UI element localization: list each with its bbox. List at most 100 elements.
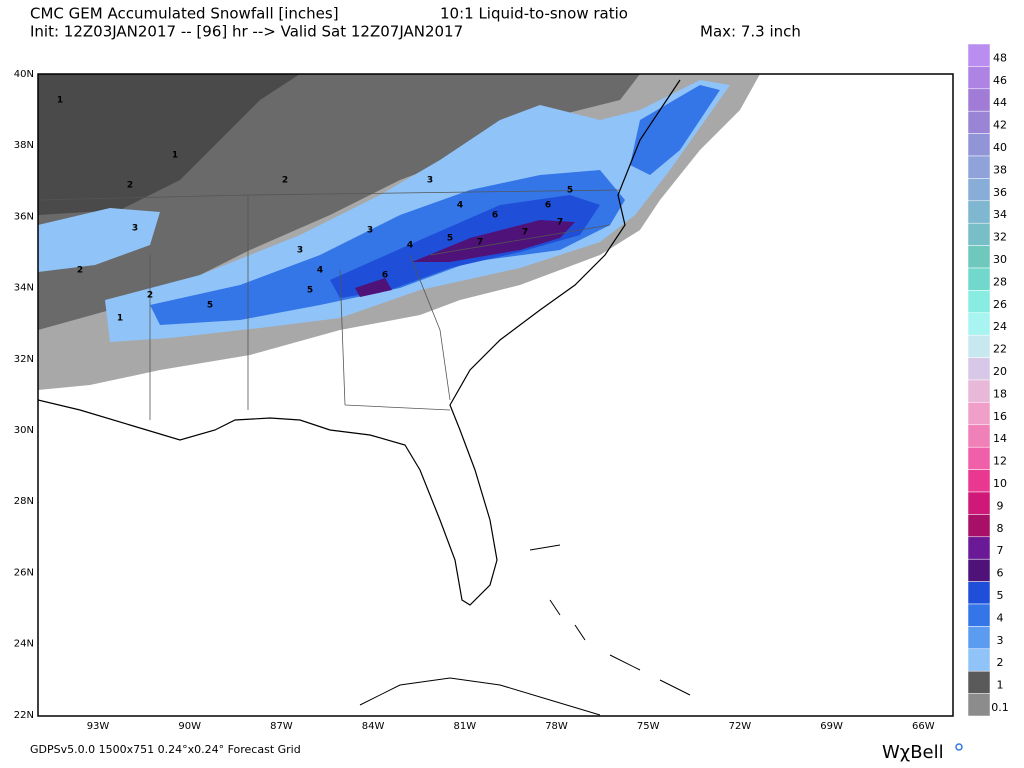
lon-label: 72W bbox=[729, 721, 752, 732]
colorbar-label: 3 bbox=[997, 634, 1004, 647]
lon-label: 81W bbox=[453, 721, 476, 732]
colorbar-cell bbox=[967, 357, 991, 381]
colorbar-label: 40 bbox=[993, 141, 1007, 154]
colorbar-label: 18 bbox=[993, 387, 1007, 400]
colorbar-cell bbox=[967, 491, 991, 515]
colorbar-label: 26 bbox=[993, 298, 1007, 311]
contour-label: 4 bbox=[457, 201, 463, 211]
colorbar-cell bbox=[967, 155, 991, 179]
colorbar-cell bbox=[967, 446, 991, 470]
snow-purple-2 bbox=[355, 278, 392, 297]
colorbar-label: 2 bbox=[997, 656, 1004, 669]
colorbar-cell bbox=[967, 626, 991, 650]
colorbar-label: 30 bbox=[993, 253, 1007, 266]
colorbar-cell bbox=[967, 88, 991, 112]
colorbar-cell bbox=[967, 222, 991, 246]
contour-label: 5 bbox=[307, 286, 313, 296]
contour-label: 4 bbox=[407, 241, 413, 251]
colorbar-cell bbox=[967, 379, 991, 403]
contour-label: 2 bbox=[127, 181, 133, 191]
contour-label: 6 bbox=[382, 271, 388, 281]
colorbar-cell bbox=[967, 267, 991, 291]
logo: WχBell bbox=[882, 742, 944, 763]
colorbar-label: 5 bbox=[997, 589, 1004, 602]
contour-label: 5 bbox=[447, 234, 453, 244]
lon-label: 69W bbox=[820, 721, 843, 732]
colorbar-cell bbox=[967, 200, 991, 224]
colorbar-cell bbox=[967, 110, 991, 134]
contour-label: 5 bbox=[207, 301, 213, 311]
snow-light-blue-west bbox=[38, 208, 160, 272]
colorbar-cell bbox=[967, 469, 991, 493]
snow-blue-ne bbox=[630, 85, 720, 175]
colorbar-label: 28 bbox=[993, 275, 1007, 288]
colorbar-label: 1 bbox=[997, 679, 1004, 692]
contour-label: 3 bbox=[297, 246, 303, 256]
lon-label: 93W bbox=[87, 721, 110, 732]
colorbar-cell bbox=[967, 558, 991, 582]
init: Init: 12Z03JAN2017 -- [96] hr --> Valid … bbox=[30, 23, 463, 41]
max: Max: 7.3 inch bbox=[700, 23, 801, 41]
colorbar-label: 0.1 bbox=[991, 701, 1009, 714]
lat-label: 28N bbox=[14, 496, 34, 507]
contour-label: 6 bbox=[545, 201, 551, 211]
contour-label: 3 bbox=[427, 176, 433, 186]
colorbar-cell bbox=[967, 312, 991, 336]
colorbar-cell bbox=[967, 603, 991, 627]
lon-label: 90W bbox=[178, 721, 201, 732]
colorbar-cell bbox=[967, 178, 991, 202]
colorbar-cell bbox=[967, 424, 991, 448]
lon-label: 75W bbox=[637, 721, 660, 732]
states bbox=[38, 189, 621, 420]
colorbar-label: 14 bbox=[993, 432, 1007, 445]
lat-label: 22N bbox=[14, 710, 34, 721]
colorbar-cell bbox=[967, 66, 991, 90]
lat-label: 34N bbox=[14, 283, 34, 294]
colorbar-cell bbox=[967, 334, 991, 358]
colorbar-label: 36 bbox=[993, 186, 1007, 199]
colorbar-cell bbox=[967, 133, 991, 157]
colorbar-label: 12 bbox=[993, 455, 1007, 468]
lon-label: 78W bbox=[545, 721, 568, 732]
lat-label: 36N bbox=[14, 211, 34, 222]
contour-label: 7 bbox=[477, 238, 483, 248]
colorbar-cell bbox=[967, 290, 991, 314]
colorbar-label: 34 bbox=[993, 208, 1007, 221]
cuba bbox=[359, 677, 601, 716]
colorbar-label: 7 bbox=[997, 544, 1004, 557]
lat-label: 40N bbox=[14, 69, 34, 80]
bahamas bbox=[529, 544, 691, 696]
lat-label: 26N bbox=[14, 567, 34, 578]
contour-label: 3 bbox=[367, 226, 373, 236]
contour-label: 1 bbox=[117, 314, 123, 324]
colorbar-label: 46 bbox=[993, 74, 1007, 87]
colorbar-label: 6 bbox=[997, 567, 1004, 580]
contour-label: 4 bbox=[317, 266, 323, 276]
contour-label: 2 bbox=[282, 176, 288, 186]
contour-label: 1 bbox=[57, 96, 63, 106]
map-frame bbox=[37, 73, 954, 717]
colorbar-label: 10 bbox=[993, 477, 1007, 490]
colorbar-cell bbox=[967, 43, 991, 67]
colorbar-cell bbox=[967, 514, 991, 538]
contour-label: 1 bbox=[172, 151, 178, 161]
colorbar-cell bbox=[967, 245, 991, 269]
colorbar-label: 48 bbox=[993, 51, 1007, 64]
coastline bbox=[38, 79, 681, 606]
snow-2in bbox=[38, 74, 300, 215]
colorbar-label: 44 bbox=[993, 96, 1007, 109]
colorbar-cell bbox=[967, 581, 991, 605]
colorbar-cell bbox=[967, 402, 991, 426]
colorbar-cell bbox=[967, 648, 991, 672]
lon-label: 84W bbox=[362, 721, 385, 732]
lat-label: 32N bbox=[14, 354, 34, 365]
lat-label: 38N bbox=[14, 140, 34, 151]
contour-label: 2 bbox=[77, 266, 83, 276]
colorbar-label: 20 bbox=[993, 365, 1007, 378]
lat-label: 24N bbox=[14, 639, 34, 650]
colorbar-label: 42 bbox=[993, 119, 1007, 132]
colorbar-cell bbox=[967, 536, 991, 560]
ratio: 10:1 Liquid-to-snow ratio bbox=[440, 5, 628, 23]
colorbar-cell bbox=[967, 693, 991, 717]
